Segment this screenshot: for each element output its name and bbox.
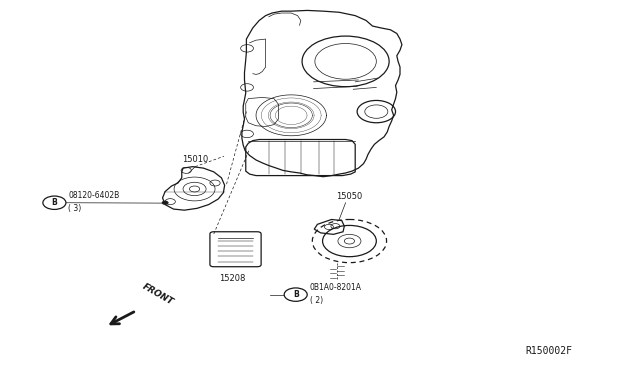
Text: R150002F: R150002F	[526, 346, 573, 356]
Text: 15050: 15050	[336, 192, 362, 201]
Text: 15010: 15010	[182, 155, 209, 164]
Circle shape	[43, 196, 66, 209]
Text: ( 3): ( 3)	[68, 204, 82, 213]
Text: ( 2): ( 2)	[310, 296, 323, 305]
Text: B: B	[293, 290, 298, 299]
Circle shape	[284, 288, 307, 301]
Text: 15208: 15208	[219, 274, 245, 283]
Text: 0B1A0-8201A: 0B1A0-8201A	[310, 283, 362, 292]
Text: 08120-6402B: 08120-6402B	[68, 191, 120, 200]
Text: B: B	[52, 198, 57, 207]
Circle shape	[162, 201, 168, 205]
Text: FRONT: FRONT	[141, 282, 175, 307]
